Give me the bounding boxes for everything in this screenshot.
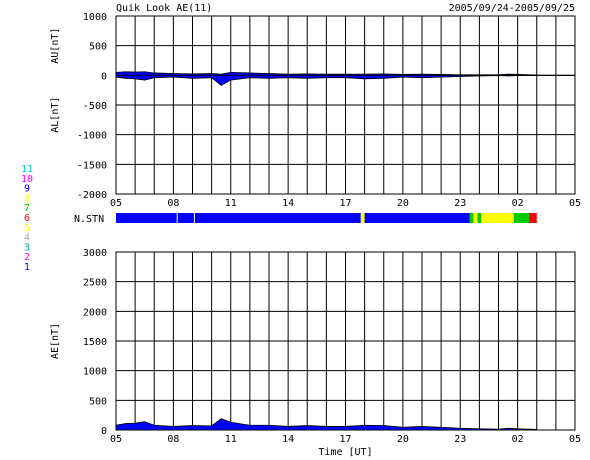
x-tick-label: 14 xyxy=(282,434,294,445)
x-tick-label: 14 xyxy=(282,198,294,209)
x-tick-label: 23 xyxy=(454,434,466,445)
station-bar-label: N.STN xyxy=(74,214,104,225)
station-segment xyxy=(360,213,365,223)
station-segment xyxy=(364,213,470,223)
station-legend-item: 7 xyxy=(24,203,30,214)
x-tick-label: 20 xyxy=(397,434,409,445)
y-tick-label: -1500 xyxy=(77,160,107,171)
x-tick-label: 17 xyxy=(339,198,351,209)
y-tick-label: 2500 xyxy=(83,278,107,289)
y-tick-label: 2000 xyxy=(83,307,107,318)
chart-title: Quik Look AE(11) xyxy=(116,3,212,14)
plot-frame xyxy=(115,15,576,195)
y-tick-label: 500 xyxy=(89,42,107,53)
y-tick-label: 1000 xyxy=(83,367,107,378)
y-axis-label-ae: AE[nT] xyxy=(50,323,61,359)
y-tick-label: 500 xyxy=(89,396,107,407)
x-tick-label: 08 xyxy=(167,434,179,445)
station-segment xyxy=(529,213,533,223)
y-tick-label: -2000 xyxy=(77,190,107,201)
station-segment xyxy=(532,213,537,223)
x-tick-label: 02 xyxy=(512,434,524,445)
station-legend-item: 3 xyxy=(24,242,30,253)
x-tick-label: 05 xyxy=(110,434,122,445)
station-segment xyxy=(517,213,530,223)
station-legend-item: 5 xyxy=(24,223,30,234)
y-axis-label-al: AL[nT] xyxy=(50,97,61,133)
station-segment xyxy=(477,213,482,223)
station-segment xyxy=(513,213,518,223)
y-tick-label: 1000 xyxy=(83,12,107,23)
station-segment xyxy=(116,213,178,223)
station-legend-item: 4 xyxy=(24,233,30,244)
date-range: 2005/09/24-2005/09/25 xyxy=(449,3,575,14)
x-tick-label: 11 xyxy=(225,434,237,445)
x-tick-label: 17 xyxy=(339,434,351,445)
station-segment xyxy=(469,213,474,223)
y-tick-label: -500 xyxy=(83,101,107,112)
station-segment xyxy=(194,213,361,223)
x-tick-label: 23 xyxy=(454,198,466,209)
x-tick-label: 05 xyxy=(110,198,122,209)
station-legend-item: 1 xyxy=(24,262,30,273)
station-legend-item: 9 xyxy=(24,184,30,195)
series-ae xyxy=(115,418,538,431)
x-tick-label: 11 xyxy=(225,198,237,209)
x-tick-label: 02 xyxy=(512,198,524,209)
station-count-bar: N.STN xyxy=(74,213,537,225)
y-tick-label: 0 xyxy=(101,71,107,82)
y-tick-label: 1500 xyxy=(83,337,107,348)
x-tick-label: 05 xyxy=(569,434,581,445)
series-au xyxy=(115,71,538,76)
y-tick-label: 0 xyxy=(101,426,107,437)
station-segment xyxy=(177,213,195,223)
series-al xyxy=(115,74,538,86)
y-axis-label-au: AU[nT] xyxy=(50,28,61,64)
y-tick-label: -1000 xyxy=(77,131,107,142)
station-legend-item: 8 xyxy=(24,193,30,204)
station-segment xyxy=(481,213,514,223)
x-tick-label: 05 xyxy=(569,198,581,209)
station-segment xyxy=(473,213,478,223)
station-legend-item: 10 xyxy=(21,174,33,185)
station-legend-item: 6 xyxy=(24,213,30,224)
station-legend-item: 11 xyxy=(21,164,33,175)
x-tick-label: 20 xyxy=(397,198,409,209)
station-legend-item: 2 xyxy=(24,252,30,263)
x-axis-label: Time [UT] xyxy=(318,447,372,458)
y-tick-label: 3000 xyxy=(83,248,107,259)
x-tick-label: 08 xyxy=(167,198,179,209)
